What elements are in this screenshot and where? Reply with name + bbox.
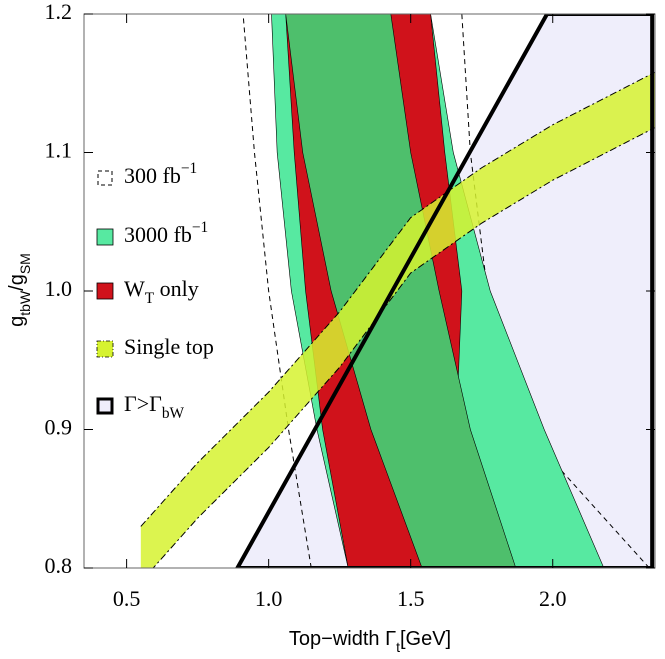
subscript: bW bbox=[162, 405, 185, 422]
plot-layer bbox=[140, 14, 655, 568]
text-part: W bbox=[124, 276, 145, 301]
legend-label: WT only bbox=[124, 276, 199, 307]
y-tick-label: 1.2 bbox=[45, 0, 73, 24]
y-tick-label: 1.0 bbox=[45, 276, 73, 301]
legend-swatch bbox=[96, 228, 114, 246]
legend-swatch bbox=[96, 282, 114, 300]
x-axis-title: Top−width Γt[GeV] bbox=[289, 628, 451, 654]
legend-label: 3000 fb−1 bbox=[124, 219, 208, 247]
text-part: /g bbox=[6, 274, 28, 291]
x-tick-label: 0.5 bbox=[113, 586, 141, 611]
text-part: 300 fb bbox=[124, 163, 181, 188]
subscript: T bbox=[145, 290, 155, 307]
dashed-boundary bbox=[461, 14, 650, 568]
legend-label: Single top bbox=[124, 334, 214, 359]
legend-swatch bbox=[97, 170, 113, 186]
dashed-boundary bbox=[242, 14, 312, 568]
x-tick-label: 2.0 bbox=[539, 586, 567, 611]
text-part: Γ>Γ bbox=[124, 391, 162, 416]
x-tick-label: 1.0 bbox=[255, 586, 283, 611]
legend-label: Γ>ΓbW bbox=[124, 391, 185, 422]
legend-label: 300 fb−1 bbox=[124, 160, 197, 188]
text-part: [GeV] bbox=[400, 628, 451, 650]
superscript: −1 bbox=[181, 160, 197, 177]
x-tick-label: 1.5 bbox=[397, 586, 425, 611]
superscript: −1 bbox=[192, 219, 208, 236]
y-axis-title: gtbW/gSM bbox=[6, 253, 32, 327]
y-tick-label: 0.9 bbox=[45, 415, 73, 440]
y-tick-label: 0.8 bbox=[45, 553, 73, 578]
band bbox=[140, 72, 655, 568]
text-part: only bbox=[154, 276, 199, 301]
legend-swatch bbox=[96, 397, 114, 415]
region-outline bbox=[235, 14, 655, 568]
text-part: 3000 fb bbox=[124, 222, 192, 247]
subscript: tbW bbox=[17, 290, 33, 316]
y-tick-label: 1.1 bbox=[45, 138, 73, 163]
subscript: t bbox=[396, 639, 400, 655]
subscript: SM bbox=[17, 253, 33, 274]
legend-swatch bbox=[96, 340, 114, 358]
dashdot-boundary bbox=[140, 71, 655, 527]
text-part: Top−width Γ bbox=[289, 628, 396, 650]
text-part: g bbox=[6, 316, 28, 327]
text-part: Single top bbox=[124, 334, 214, 359]
